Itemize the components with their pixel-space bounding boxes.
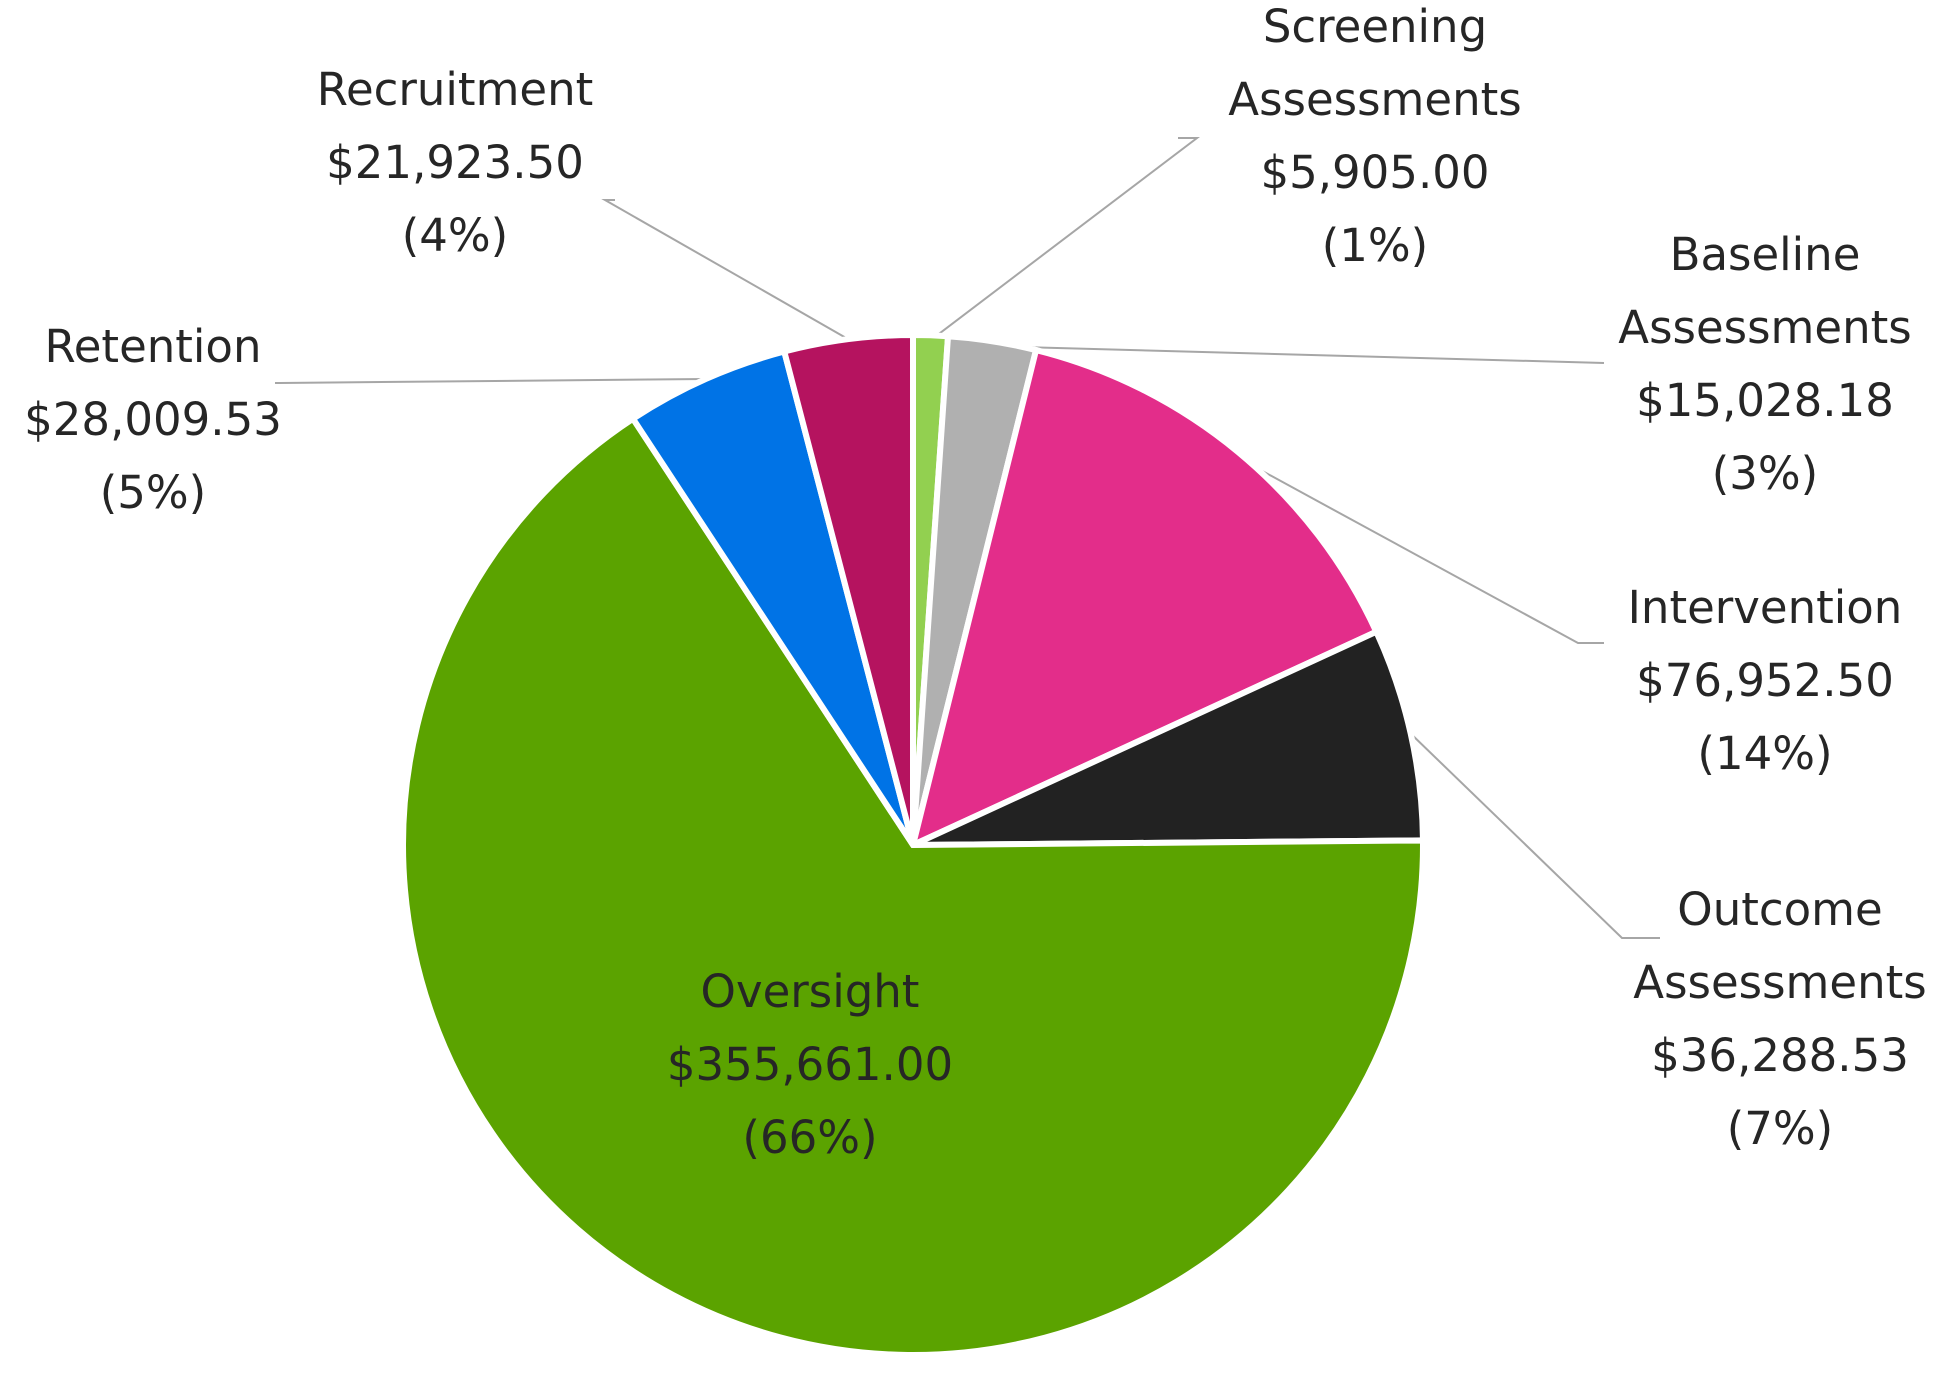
data-label-percent-screening-assessments: (1%) <box>1322 219 1429 272</box>
pie-slice-retention <box>628 347 916 847</box>
data-label-category-baseline-assessments: Baseline <box>1670 228 1861 281</box>
data-label-intervention: Intervention $76,952.50 (14%) <box>1628 581 1903 780</box>
pie-slice-recruitment <box>780 331 916 846</box>
data-label-value-recruitment: $21,923.50 <box>326 136 584 189</box>
data-label-outcome-assessments: Outcome Assessments $36,288.53 (7%) <box>1633 883 1926 1155</box>
data-label-category-retention: Retention <box>45 320 262 373</box>
data-label-category-recruitment: Recruitment <box>317 63 594 116</box>
data-label-screening-assessments: Screening Assessments $5,905.00 (1%) <box>1228 0 1521 272</box>
data-label-percent-oversight: (66%) <box>742 1111 877 1164</box>
pie-slices <box>400 331 1427 1358</box>
leader-lines <box>275 137 1660 939</box>
data-label-baseline-assessments: Baseline Assessments $15,028.18 (3%) <box>1618 228 1911 500</box>
data-label-retention: Retention $28,009.53 (5%) <box>24 320 282 519</box>
data-label-percent-recruitment: (4%) <box>402 209 509 262</box>
data-label-category-screening-assessments: Assessments <box>1228 73 1521 126</box>
pie-slice-oversight <box>400 414 1426 1358</box>
leader-line-retention <box>275 378 706 384</box>
data-label-category-oversight: Oversight <box>701 965 920 1018</box>
data-label-percent-baseline-assessments: (3%) <box>1712 447 1819 500</box>
data-label-value-retention: $28,009.53 <box>24 393 282 446</box>
data-label-category-outcome-assessments: Outcome <box>1677 883 1882 936</box>
data-label-percent-intervention: (14%) <box>1697 727 1832 780</box>
data-label-category-baseline-assessments: Assessments <box>1618 301 1911 354</box>
data-label-category-intervention: Intervention <box>1628 581 1903 634</box>
leader-line-outcome-assessments <box>1410 732 1660 939</box>
data-label-percent-retention: (5%) <box>100 466 207 519</box>
data-labels: Screening Assessments $5,905.00 (1%) Baselin… <box>24 0 1927 1164</box>
leader-line-screening-assessments <box>929 137 1200 342</box>
data-label-oversight: Oversight $355,661.00 (66%) <box>667 965 953 1164</box>
data-label-percent-outcome-assessments: (7%) <box>1727 1102 1834 1155</box>
data-label-value-screening-assessments: $5,905.00 <box>1260 146 1489 199</box>
leader-line-recruitment <box>601 199 849 340</box>
leader-line-baseline-assessments <box>991 345 1605 364</box>
data-label-value-intervention: $76,952.50 <box>1636 654 1894 707</box>
data-label-value-outcome-assessments: $36,288.53 <box>1651 1029 1909 1082</box>
data-label-recruitment: Recruitment $21,923.50 (4%) <box>317 63 594 262</box>
leader-line-intervention <box>1234 455 1604 644</box>
pie-slice-outcome-assessments <box>911 627 1427 848</box>
data-label-category-outcome-assessments: Assessments <box>1633 956 1926 1009</box>
data-label-category-screening-assessments: Screening <box>1263 0 1487 53</box>
pie-slice-intervention <box>908 346 1381 851</box>
data-label-value-baseline-assessments: $15,028.18 <box>1636 374 1894 427</box>
data-label-value-oversight: $355,661.00 <box>667 1038 953 1091</box>
